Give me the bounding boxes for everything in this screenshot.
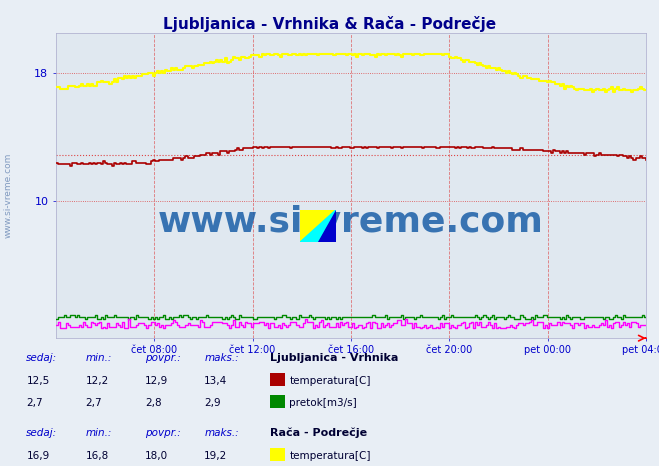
- Text: 16,8: 16,8: [86, 451, 109, 460]
- Polygon shape: [300, 210, 336, 242]
- Text: 13,4: 13,4: [204, 376, 227, 385]
- Text: povpr.:: povpr.:: [145, 428, 181, 438]
- Text: min.:: min.:: [86, 428, 112, 438]
- Polygon shape: [300, 210, 336, 242]
- Text: 12,9: 12,9: [145, 376, 168, 385]
- Text: maks.:: maks.:: [204, 428, 239, 438]
- Text: www.si-vreme.com: www.si-vreme.com: [4, 153, 13, 239]
- Text: Ljubljanica - Vrhnika & Rača - Podrečje: Ljubljanica - Vrhnika & Rača - Podrečje: [163, 16, 496, 32]
- Text: 2,7: 2,7: [26, 398, 43, 408]
- Text: 18,0: 18,0: [145, 451, 168, 460]
- Text: www.si-vreme.com: www.si-vreme.com: [158, 205, 544, 239]
- Text: 2,7: 2,7: [86, 398, 102, 408]
- Text: 16,9: 16,9: [26, 451, 49, 460]
- Text: sedaj:: sedaj:: [26, 428, 57, 438]
- Text: povpr.:: povpr.:: [145, 353, 181, 363]
- Text: sedaj:: sedaj:: [26, 353, 57, 363]
- Polygon shape: [318, 210, 336, 242]
- Text: 2,9: 2,9: [204, 398, 221, 408]
- Text: 19,2: 19,2: [204, 451, 227, 460]
- Text: temperatura[C]: temperatura[C]: [289, 376, 371, 385]
- Text: temperatura[C]: temperatura[C]: [289, 451, 371, 460]
- Text: 12,5: 12,5: [26, 376, 49, 385]
- Text: 12,2: 12,2: [86, 376, 109, 385]
- Text: 2,8: 2,8: [145, 398, 161, 408]
- Text: Rača - Podrečje: Rača - Podrečje: [270, 428, 367, 438]
- Text: min.:: min.:: [86, 353, 112, 363]
- Text: maks.:: maks.:: [204, 353, 239, 363]
- Text: pretok[m3/s]: pretok[m3/s]: [289, 398, 357, 408]
- Text: Ljubljanica - Vrhnika: Ljubljanica - Vrhnika: [270, 353, 399, 363]
